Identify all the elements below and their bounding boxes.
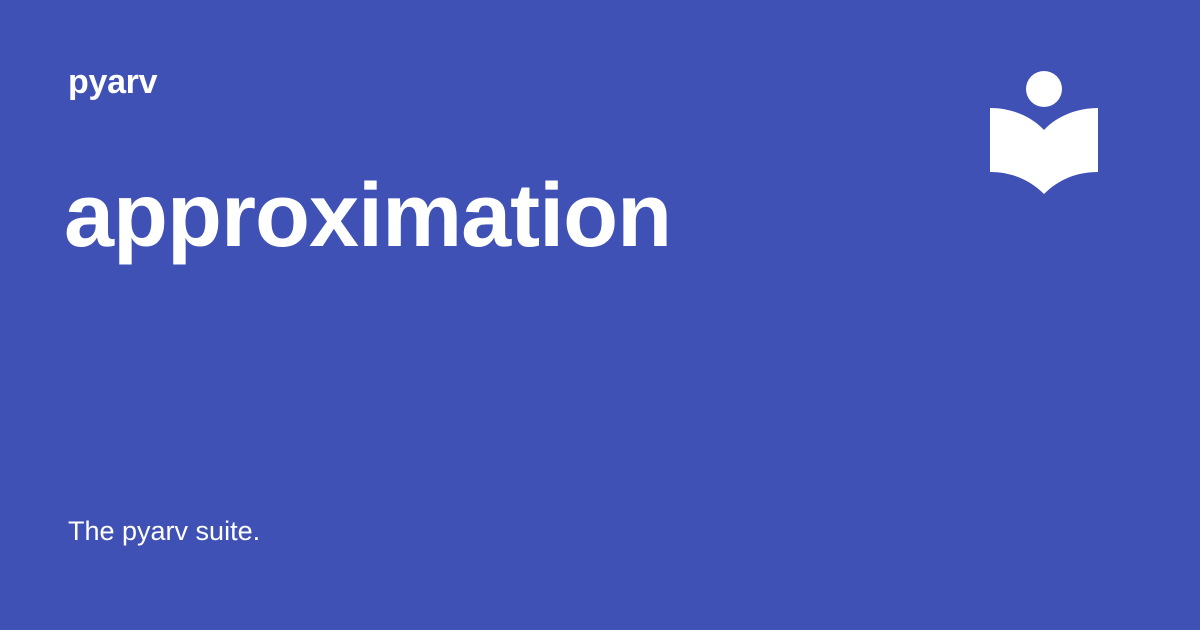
page-title: approximation — [64, 166, 672, 266]
reading-person-book-icon — [990, 71, 1098, 194]
site-name: pyarv — [68, 63, 158, 101]
site-description: The pyarv suite. — [68, 516, 261, 546]
